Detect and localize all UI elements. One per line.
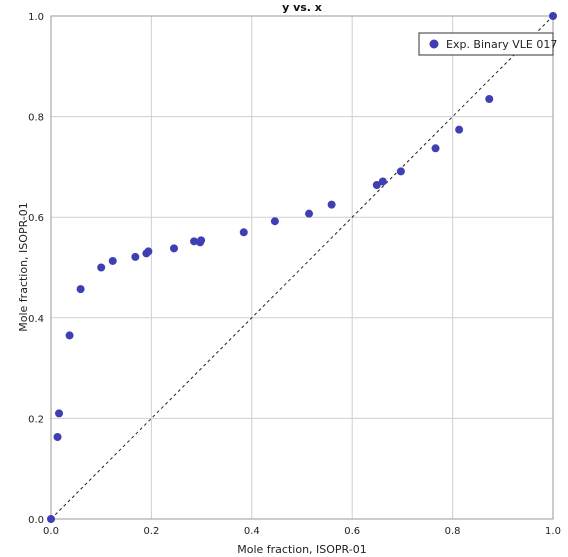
x-tick-label: 0.2 (143, 526, 159, 537)
data-point (108, 256, 117, 265)
legend: Exp. Binary VLE 017 (418, 32, 557, 56)
data-point (396, 167, 405, 176)
legend-marker (429, 39, 439, 49)
y-tick-label: 0.6 (28, 213, 44, 224)
y-tick-label: 1.0 (28, 12, 44, 23)
data-point (53, 433, 62, 442)
data-point (485, 94, 494, 103)
data-point (270, 217, 279, 226)
legend-box (418, 32, 554, 56)
y-tick-label: 0.0 (28, 515, 44, 526)
reference-diagonal-line (50, 15, 554, 520)
plot-frame (50, 15, 554, 520)
data-point (169, 244, 178, 253)
data-point (239, 228, 248, 237)
x-tick-labels: 0.0 0.2 0.4 0.6 0.8 1.0 (43, 526, 561, 537)
data-point (144, 247, 153, 256)
x-tick-label: 0.0 (43, 526, 59, 537)
y-axis-label: Mole fraction, ISOPR-01 (17, 202, 30, 331)
data-points (47, 12, 557, 523)
x-tick-label: 1.0 (545, 526, 561, 537)
data-point (97, 263, 106, 272)
data-point (431, 144, 440, 153)
legend-label: Exp. Binary VLE 017 (446, 38, 557, 51)
data-point (65, 331, 74, 340)
y-tick-label: 0.2 (28, 414, 44, 425)
data-point (305, 209, 314, 218)
data-point (47, 515, 55, 523)
grid-lines (51, 16, 553, 519)
data-point (131, 252, 140, 261)
data-point (549, 12, 557, 20)
y-tick-label: 0.4 (28, 314, 44, 325)
data-point (372, 181, 381, 190)
x-axis-label: Mole fraction, ISOPR-01 (237, 543, 366, 556)
y-tick-label: 0.8 (28, 113, 44, 124)
chart-title: y vs. x (282, 1, 322, 14)
data-point (76, 285, 85, 294)
y-tick-labels: 0.0 0.2 0.4 0.6 0.8 1.0 (28, 12, 44, 526)
data-point (455, 125, 464, 134)
data-point (197, 236, 206, 245)
data-point (190, 237, 199, 246)
data-point (327, 200, 336, 209)
x-tick-label: 0.4 (244, 526, 260, 537)
x-tick-label: 0.8 (445, 526, 461, 537)
data-point (378, 177, 387, 186)
x-tick-label: 0.6 (344, 526, 360, 537)
data-point (55, 409, 64, 418)
